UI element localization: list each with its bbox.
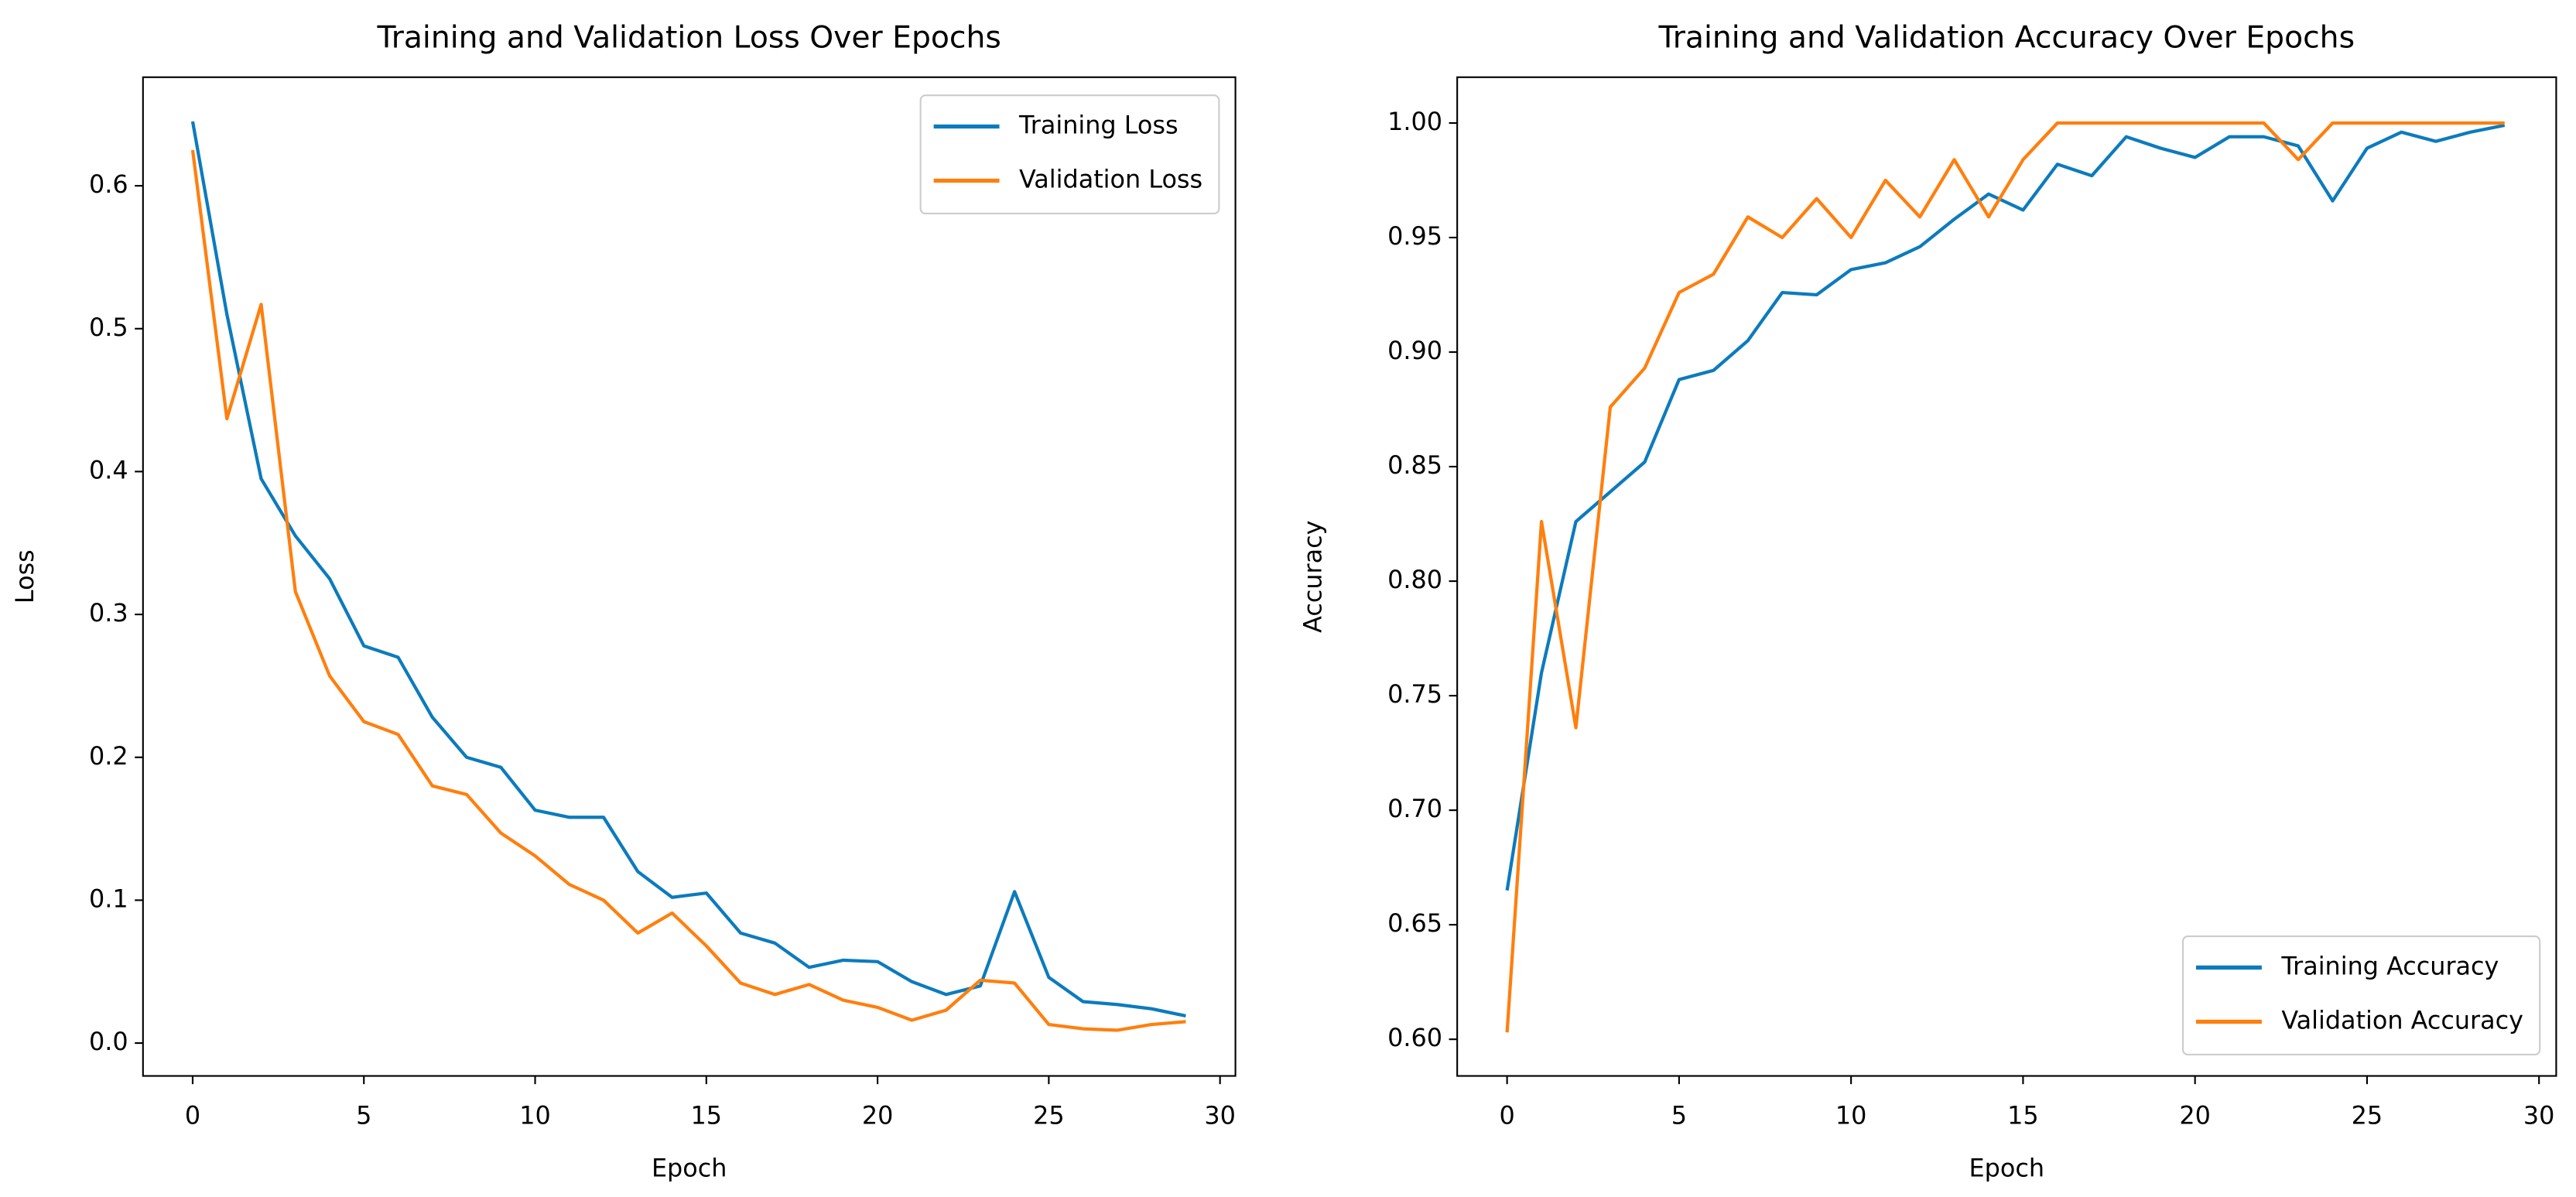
- x-tick-label: 20: [2179, 1101, 2211, 1130]
- y-tick-label: 0.85: [1387, 450, 1442, 480]
- x-tick-label: 0: [1499, 1101, 1514, 1130]
- x-tick-label: 20: [862, 1101, 894, 1130]
- y-tick-label: 0.95: [1387, 221, 1442, 251]
- y-tick-label: 0.1: [89, 884, 128, 913]
- y-tick-label: 0.65: [1387, 908, 1442, 938]
- y-tick-label: 0.70: [1387, 794, 1442, 823]
- data-line: [190, 121, 1186, 1018]
- x-tick-label: 10: [1835, 1101, 1867, 1130]
- data-line: [1505, 121, 2505, 1033]
- legend-label: Validation Accuracy: [2281, 1005, 2523, 1035]
- x-tick-label: 5: [1671, 1101, 1687, 1130]
- y-tick-label: 1.00: [1387, 107, 1442, 136]
- x-tick-label: 30: [1204, 1101, 1236, 1130]
- y-tick-label: 0.80: [1387, 565, 1442, 594]
- legend-label: Training Loss: [1018, 110, 1179, 139]
- y-tick-label: 0.2: [89, 741, 128, 771]
- x-tick-label: 5: [356, 1101, 371, 1130]
- x-tick-label: 0: [185, 1101, 200, 1130]
- y-axis-label: Loss: [10, 549, 39, 604]
- data-line: [190, 149, 1186, 1032]
- y-axis-label: Accuracy: [1298, 521, 1327, 633]
- legend-box: [2181, 935, 2541, 1056]
- y-tick-label: 0.4: [89, 455, 128, 484]
- y-tick-label: 0.3: [89, 598, 128, 628]
- legend-label: Validation Loss: [1019, 165, 1202, 194]
- y-tick-label: 0.90: [1387, 336, 1442, 365]
- y-tick-label: 0.0: [89, 1027, 128, 1056]
- x-tick-label: 15: [691, 1101, 723, 1130]
- x-axis-label: Epoch: [652, 1154, 727, 1183]
- data-line: [1505, 123, 2506, 891]
- axes-frame: [1456, 76, 2557, 1077]
- axes-frame: [142, 76, 1237, 1077]
- y-tick-label: 0.6: [89, 169, 128, 199]
- x-tick-label: 25: [1033, 1101, 1065, 1130]
- x-axis-label: Epoch: [1969, 1154, 2044, 1183]
- x-tick-label: 30: [2523, 1101, 2555, 1130]
- x-tick-label: 15: [2007, 1101, 2039, 1130]
- y-tick-label: 0.60: [1387, 1023, 1442, 1052]
- chart-title: Training and Validation Accuracy Over Ep…: [1658, 20, 2355, 55]
- chart-title: Training and Validation Loss Over Epochs: [376, 20, 1001, 55]
- legend-label: Training Accuracy: [2280, 951, 2499, 980]
- y-tick-label: 0.75: [1387, 679, 1442, 709]
- x-tick-label: 10: [519, 1101, 551, 1130]
- x-tick-label: 25: [2352, 1101, 2383, 1130]
- y-tick-label: 0.5: [89, 313, 128, 342]
